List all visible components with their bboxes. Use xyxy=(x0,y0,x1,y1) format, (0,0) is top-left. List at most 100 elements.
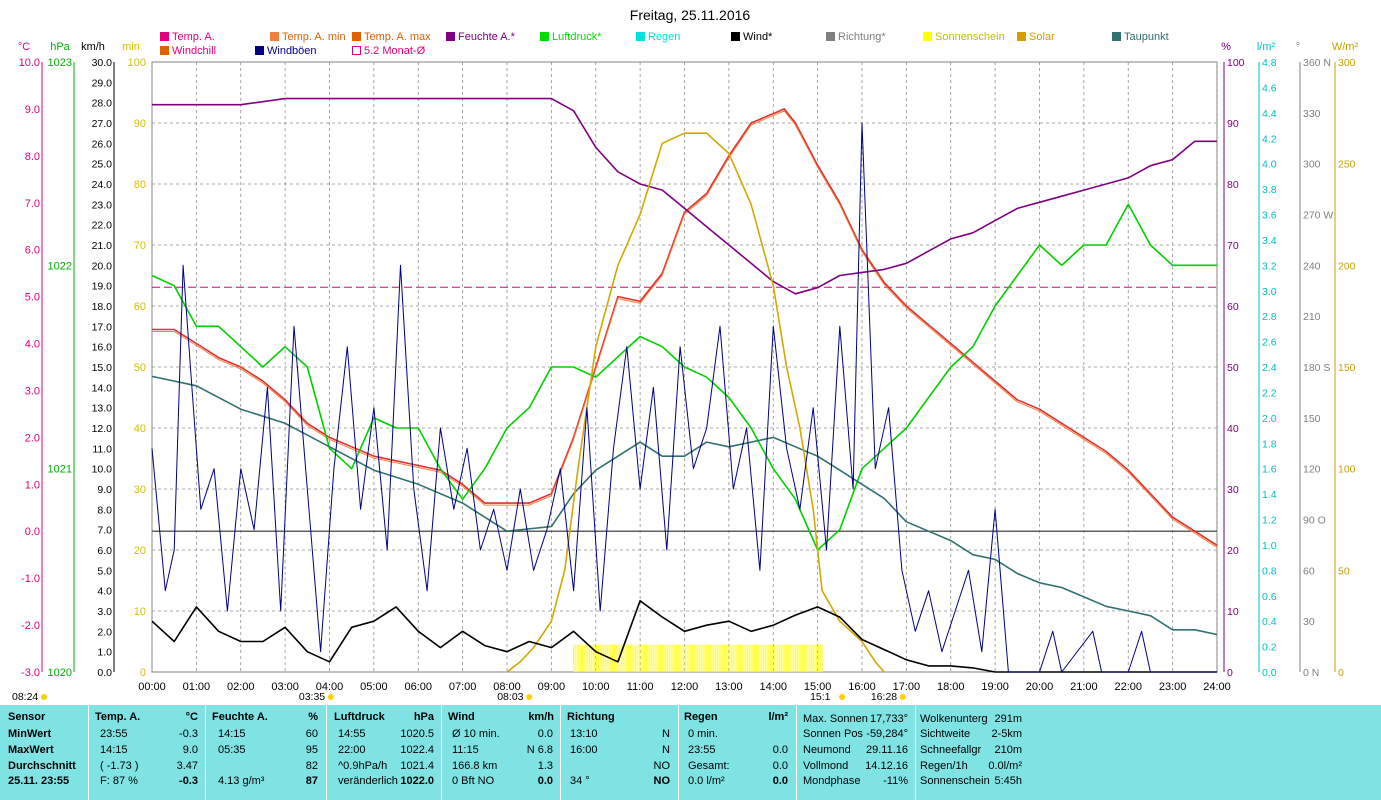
left-axis-tick: 2.0 xyxy=(25,432,40,444)
info-cell: Temp. A. xyxy=(95,711,141,723)
legend-item: Feuchte A.* xyxy=(446,31,515,43)
x-tick-label: 01:00 xyxy=(183,681,211,693)
info-cell: F: 87 % xyxy=(100,775,138,787)
info-cell: 2-5km xyxy=(991,728,1022,740)
left-axis-tick: 100 xyxy=(128,57,146,69)
info-cell: Richtung xyxy=(567,711,615,723)
left-axis-tick: 11.0 xyxy=(92,443,112,455)
right-axis-tick: 150 xyxy=(1338,362,1356,374)
info-separator xyxy=(326,705,327,800)
legend-swatch xyxy=(636,32,645,41)
info-cell: 1022.0 xyxy=(400,775,434,787)
legend-swatch xyxy=(731,32,740,41)
right-axis-tick: 2.4 xyxy=(1262,362,1277,374)
info-cell: Regen/1h xyxy=(920,760,968,772)
legend-label: Luftdruck* xyxy=(552,31,602,43)
right-axis-tick: 3.2 xyxy=(1262,260,1277,272)
info-cell: °C xyxy=(185,711,198,723)
info-cell: 210m xyxy=(994,744,1022,756)
info-cell: Sonnenschein xyxy=(920,775,990,787)
legend-label: Temp. A. max xyxy=(364,31,431,43)
series-taupunkt xyxy=(151,375,1218,636)
legend-item: Temp. A. xyxy=(160,31,215,43)
info-cell: % xyxy=(308,711,318,723)
info-cell: 0 min. xyxy=(688,728,718,740)
series-solar xyxy=(506,132,885,673)
legend-label: 5.2 Monat-Ø xyxy=(364,45,426,57)
left-axis-tick: 3.0 xyxy=(97,606,112,618)
x-tick-label: 03:00 xyxy=(271,681,299,693)
right-axis-tick: 50 xyxy=(1227,362,1239,374)
right-axis-tick: 90 xyxy=(1227,118,1239,130)
right-axis-tick: 3.6 xyxy=(1262,210,1277,222)
x-tick-label: 06:00 xyxy=(404,681,432,693)
info-cell: Neumond xyxy=(803,744,851,756)
right-axis-tick: 30 xyxy=(1227,484,1239,496)
sun-marker-icon xyxy=(41,694,47,700)
right-axis-tick: 330 xyxy=(1303,108,1321,120)
left-axis-tick: 9.0 xyxy=(97,484,112,496)
right-axis-tick: 0.0 xyxy=(1262,667,1277,679)
info-cell: 1020.5 xyxy=(400,728,434,740)
info-cell: 82 xyxy=(305,760,318,772)
left-axis-tick: 0.0 xyxy=(97,667,112,679)
legend-swatch xyxy=(826,32,835,41)
x-tick-label: 14:00 xyxy=(759,681,787,693)
right-axis-tick: 60 xyxy=(1303,565,1315,577)
legend-label: Richtung* xyxy=(838,31,886,43)
legend-item: Temp. A. max xyxy=(352,31,431,43)
info-cell: Sensor xyxy=(8,711,46,723)
left-axis-tick: 12.0 xyxy=(92,423,113,435)
right-axis-tick: 100 xyxy=(1227,57,1245,69)
left-axis-tick: 1021 xyxy=(48,464,72,476)
info-cell: 0 Bft NO xyxy=(452,775,495,787)
right-axis-tick: 250 xyxy=(1338,159,1356,171)
info-cell: 5:45h xyxy=(994,775,1022,787)
time-marker-label: 03:35 xyxy=(299,691,325,703)
time-marker-label: 16:28 xyxy=(871,691,897,703)
info-cell: 4.13 g/m³ xyxy=(218,775,265,787)
left-axis-tick: 8.0 xyxy=(97,504,112,516)
info-cell: -0.3 xyxy=(179,775,198,787)
info-cell: 0.0 xyxy=(772,744,788,756)
right-axis-tick: 270 W xyxy=(1303,210,1333,222)
x-tick-label: 17:00 xyxy=(893,681,921,693)
x-tick-label: 18:00 xyxy=(937,681,965,693)
info-cell: 9.0 xyxy=(182,744,198,756)
left-axis-tick: 4.0 xyxy=(25,339,40,351)
left-axis-tick: 60 xyxy=(134,301,146,313)
x-tick-label: 07:00 xyxy=(449,681,477,693)
chart-grid xyxy=(151,61,1218,673)
info-cell: Wind xyxy=(448,711,475,723)
left-axis-tick: 28.0 xyxy=(92,98,113,110)
x-tick-label: 13:00 xyxy=(715,681,743,693)
x-tick-label: 04:00 xyxy=(316,681,344,693)
time-marker-label: 08:03 xyxy=(497,691,523,703)
right-axis-tick: 200 xyxy=(1338,260,1356,272)
right-axis-tick: 90 O xyxy=(1303,515,1326,527)
info-cell: -11% xyxy=(883,775,908,787)
left-axis-tick: 1.0 xyxy=(97,647,112,659)
x-tick-label: 21:00 xyxy=(1070,681,1098,693)
sun-marker-icon xyxy=(526,694,533,700)
series-temp-min xyxy=(152,110,1218,548)
info-cell: Schneefallgr xyxy=(920,744,982,756)
x-tick-label: 22:00 xyxy=(1114,681,1142,693)
right-axis-tick: 1.4 xyxy=(1262,489,1277,501)
info-separator xyxy=(678,705,679,800)
left-axis-tick: 27.0 xyxy=(92,118,113,130)
chart-time-markers: 08:24 03:35 08:03 15:1 16:28 xyxy=(12,691,906,703)
legend-label: Wind* xyxy=(743,31,773,43)
right-axis-tick: 300 xyxy=(1303,159,1321,171)
info-separator xyxy=(441,705,442,800)
left-axis-tick: 5.0 xyxy=(97,565,112,577)
right-axis-tick: 2.2 xyxy=(1262,387,1277,399)
sun-marker-icon xyxy=(839,694,846,700)
info-cell: N xyxy=(662,744,670,756)
info-cell: MinWert xyxy=(8,728,52,740)
info-panel xyxy=(0,705,1381,800)
left-axis-tick: 1022 xyxy=(48,260,72,272)
left-axis-tick: 0.0 xyxy=(25,526,40,538)
left-axis-tick: 1.0 xyxy=(25,479,40,491)
series-windb-en xyxy=(151,122,1217,673)
